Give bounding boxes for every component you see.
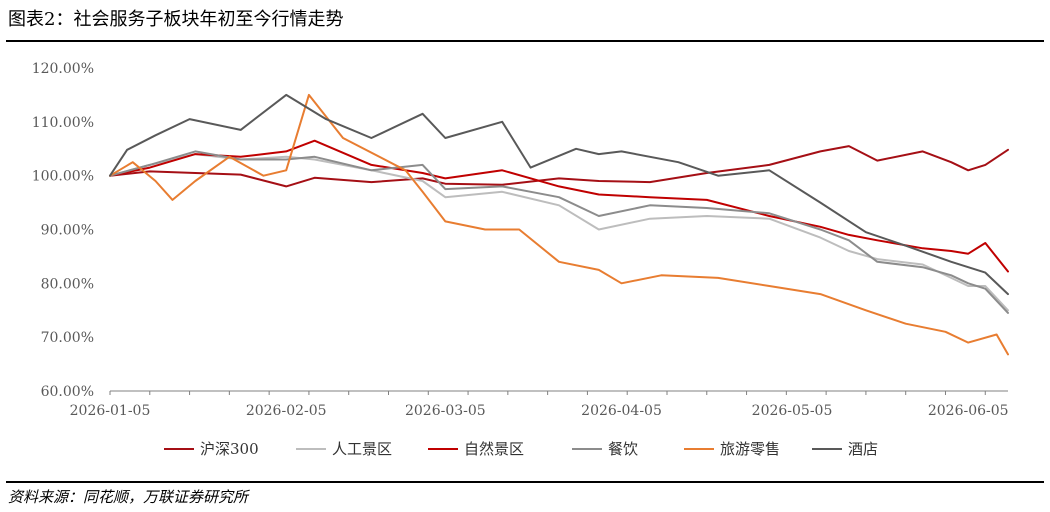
legend-label: 沪深300 — [200, 440, 259, 458]
series-line-5 — [109, 93, 1009, 356]
x-tick-label: 2026-02-05 — [246, 403, 327, 419]
legend: 沪深300 人工景区 自然景区 餐饮 旅游零售 酒店 — [164, 440, 878, 458]
series-line-1 — [109, 145, 1009, 188]
legend-label: 自然景区 — [464, 440, 524, 458]
series-lines — [109, 93, 1009, 356]
series-line-6 — [109, 93, 1009, 296]
source-note: 资料来源：同花顺，万联证券研究所 — [8, 488, 249, 506]
top-rule — [6, 40, 1044, 42]
x-axis: 2026-01-05 2026-02-05 2026-03-05 2026-04-05… — [70, 390, 1009, 419]
series-line-4 — [109, 150, 1009, 314]
y-tick-label: 80.00% — [41, 276, 94, 292]
x-tick-label: 2026-01-05 — [70, 403, 151, 419]
y-axis: 60.00% 70.00% 80.00% 90.00% 100.00% 110.00% 12… — [32, 61, 94, 400]
bottom-rule — [6, 481, 1044, 483]
y-tick-label: 120.00% — [32, 61, 94, 77]
legend-label: 餐饮 — [608, 440, 638, 458]
line-chart: 60.00% 70.00% 80.00% 90.00% 100.00% 110.00% 12… — [32, 61, 1009, 458]
y-tick-label: 60.00% — [41, 384, 94, 400]
y-tick-label: 100.00% — [32, 169, 94, 185]
series-line-3 — [109, 139, 1009, 273]
y-tick-label: 90.00% — [41, 223, 94, 239]
chart-title: 图表2：社会服务子板块年初至今行情走势 — [8, 9, 344, 30]
y-tick-label: 70.00% — [41, 330, 94, 346]
x-tick-label: 2026-06-05 — [928, 403, 1009, 419]
x-tick-label: 2026-04-05 — [581, 403, 662, 419]
legend-label: 旅游零售 — [720, 440, 780, 458]
x-tick-label: 2026-05-05 — [752, 403, 833, 419]
legend-label: 人工景区 — [332, 440, 392, 458]
y-tick-label: 110.00% — [32, 115, 94, 131]
x-tick-label: 2026-03-05 — [405, 403, 486, 419]
legend-label: 酒店 — [848, 440, 878, 458]
